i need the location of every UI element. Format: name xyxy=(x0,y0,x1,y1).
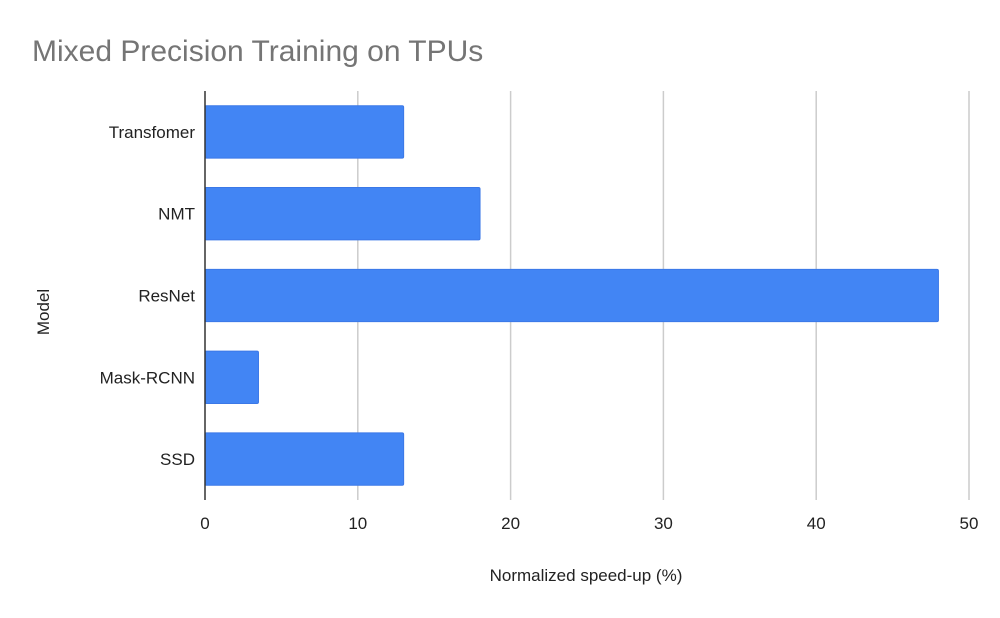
y-tick-labels: Transfomer NMT ResNet Mask-RCNN SSD xyxy=(100,123,196,469)
x-tick-label: 30 xyxy=(654,514,673,533)
y-tick-label: Mask-RCNN xyxy=(100,368,195,387)
x-tick-labels: 0 10 20 30 40 50 xyxy=(200,514,978,533)
chart-title: Mixed Precision Training on TPUs xyxy=(32,35,483,68)
bars xyxy=(204,105,939,486)
y-tick-label: Transfomer xyxy=(109,123,196,142)
x-tick-label: 50 xyxy=(960,514,979,533)
x-axis-label: Normalized speed-up (%) xyxy=(490,566,683,585)
y-tick-label: ResNet xyxy=(138,287,195,306)
y-tick-label: NMT xyxy=(158,205,195,224)
x-tick-label: 10 xyxy=(348,514,367,533)
x-tick-label: 0 xyxy=(200,514,209,533)
bar-mask-rcnn xyxy=(204,350,259,404)
bar-nmt xyxy=(204,187,481,241)
bar-ssd xyxy=(204,432,405,486)
y-tick-label: SSD xyxy=(160,450,195,469)
x-tick-label: 40 xyxy=(807,514,826,533)
bar-resnet xyxy=(204,268,939,323)
x-tick-label: 20 xyxy=(501,514,520,533)
y-axis-label: Model xyxy=(34,289,53,335)
bar-transfomer xyxy=(204,105,405,159)
